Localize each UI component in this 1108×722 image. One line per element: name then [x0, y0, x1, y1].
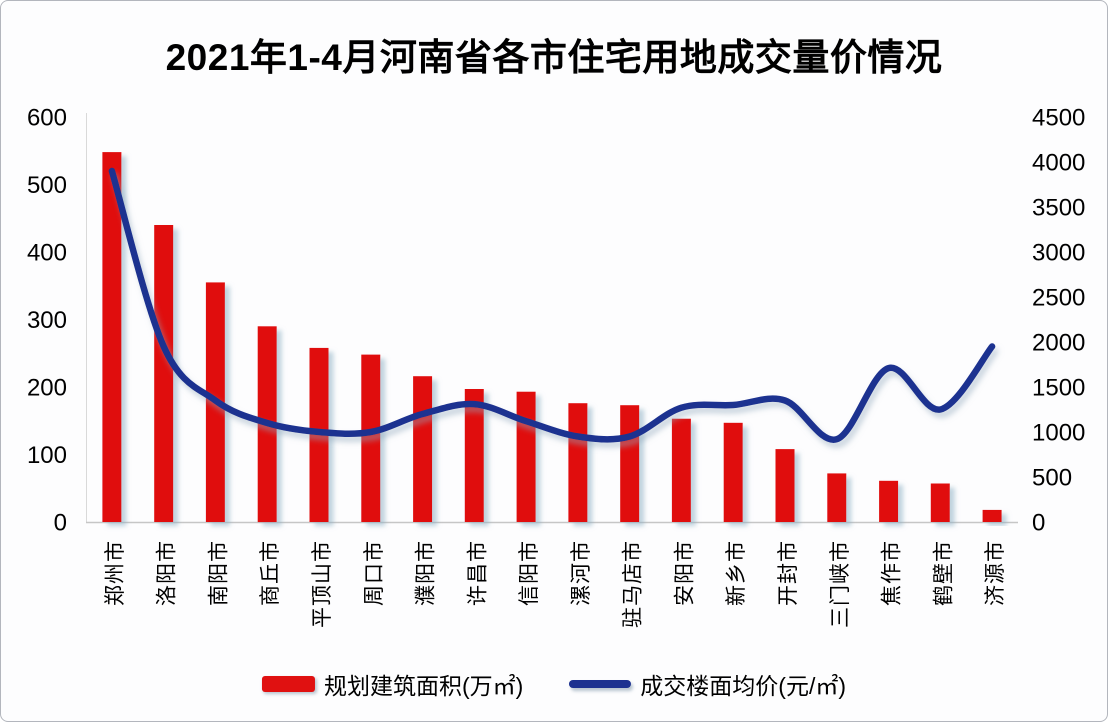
- left-axis-tick-label: 200: [27, 375, 67, 402]
- left-axis-tick-label: 100: [27, 442, 67, 469]
- right-axis-tick-label: 2500: [1032, 285, 1085, 312]
- category-label-驻马店市: 驻马店市: [622, 540, 645, 628]
- category-label-新乡市: 新乡市: [725, 540, 748, 606]
- bar-新乡市: [723, 422, 743, 522]
- category-label-南阳市: 南阳市: [207, 540, 230, 606]
- legend-swatch-bar-icon: [261, 676, 315, 692]
- legend-label-area: 规划建筑面积(万㎡): [323, 673, 524, 699]
- bar-济源市: [982, 509, 1002, 522]
- left-axis-tick-label: 0: [54, 510, 67, 537]
- bar-鹤壁市: [930, 483, 950, 522]
- right-axis-tick-label: 1500: [1032, 375, 1085, 402]
- category-label-郑州市: 郑州市: [104, 540, 127, 606]
- legend-item-price: 成交楼面均价(元/㎡): [569, 667, 846, 701]
- category-label-许昌市: 许昌市: [466, 540, 489, 606]
- category-label-漯河市: 漯河市: [570, 540, 593, 606]
- bar-漯河市: [568, 403, 588, 522]
- bar-焦作市: [879, 480, 899, 522]
- price-line: [108, 167, 996, 443]
- category-label-商丘市: 商丘市: [259, 540, 282, 606]
- category-label-平顶山市: 平顶山市: [311, 540, 334, 628]
- legend-swatch-line-icon: [569, 680, 632, 688]
- right-axis-tick-label: 3000: [1032, 240, 1085, 267]
- bar-周口市: [361, 354, 381, 522]
- right-axis-tick-label: 4500: [1032, 105, 1085, 132]
- bar-三门峡市: [827, 473, 847, 522]
- right-axis-tick-label: 1000: [1032, 420, 1085, 447]
- chart-title: 2021年1-4月河南省各市住宅用地成交量价情况: [165, 37, 943, 78]
- category-label-周口市: 周口市: [363, 540, 386, 606]
- left-axis-tick-label: 500: [27, 172, 67, 199]
- left-axis-tick-label: 300: [27, 307, 67, 334]
- category-label-濮阳市: 濮阳市: [415, 540, 438, 606]
- category-label-洛阳市: 洛阳市: [156, 540, 179, 606]
- category-label-三门峡市: 三门峡市: [829, 540, 852, 628]
- bar-开封市: [775, 449, 795, 522]
- category-label-鹤壁市: 鹤壁市: [932, 540, 955, 606]
- bar-郑州市: [102, 152, 122, 522]
- right-axis-tick-label: 4000: [1032, 150, 1085, 177]
- legend-label-price: 成交楼面均价(元/㎡): [640, 673, 847, 699]
- category-label-济源市: 济源市: [984, 540, 1007, 606]
- bar-濮阳市: [413, 376, 433, 522]
- bar-洛阳市: [154, 225, 174, 522]
- left-axis-tick-label: 400: [27, 240, 67, 267]
- category-label-开封市: 开封市: [777, 540, 800, 606]
- bar-安阳市: [671, 418, 691, 522]
- right-axis-tick-label: 3500: [1032, 195, 1085, 222]
- bar-信阳市: [516, 391, 536, 522]
- category-label-信阳市: 信阳市: [518, 540, 541, 606]
- bar-驻马店市: [620, 405, 640, 522]
- category-label-安阳市: 安阳市: [673, 540, 696, 606]
- left-axis-tick-label: 600: [27, 105, 67, 132]
- legend: 规划建筑面积(万㎡) 成交楼面均价(元/㎡): [261, 667, 846, 701]
- right-axis-tick-label: 2000: [1032, 330, 1085, 357]
- right-axis-tick-label: 0: [1032, 510, 1045, 537]
- legend-item-area: 规划建筑面积(万㎡): [261, 667, 524, 701]
- right-axis-tick-label: 500: [1032, 465, 1072, 492]
- category-label-焦作市: 焦作市: [881, 540, 904, 606]
- bar-许昌市: [464, 389, 484, 522]
